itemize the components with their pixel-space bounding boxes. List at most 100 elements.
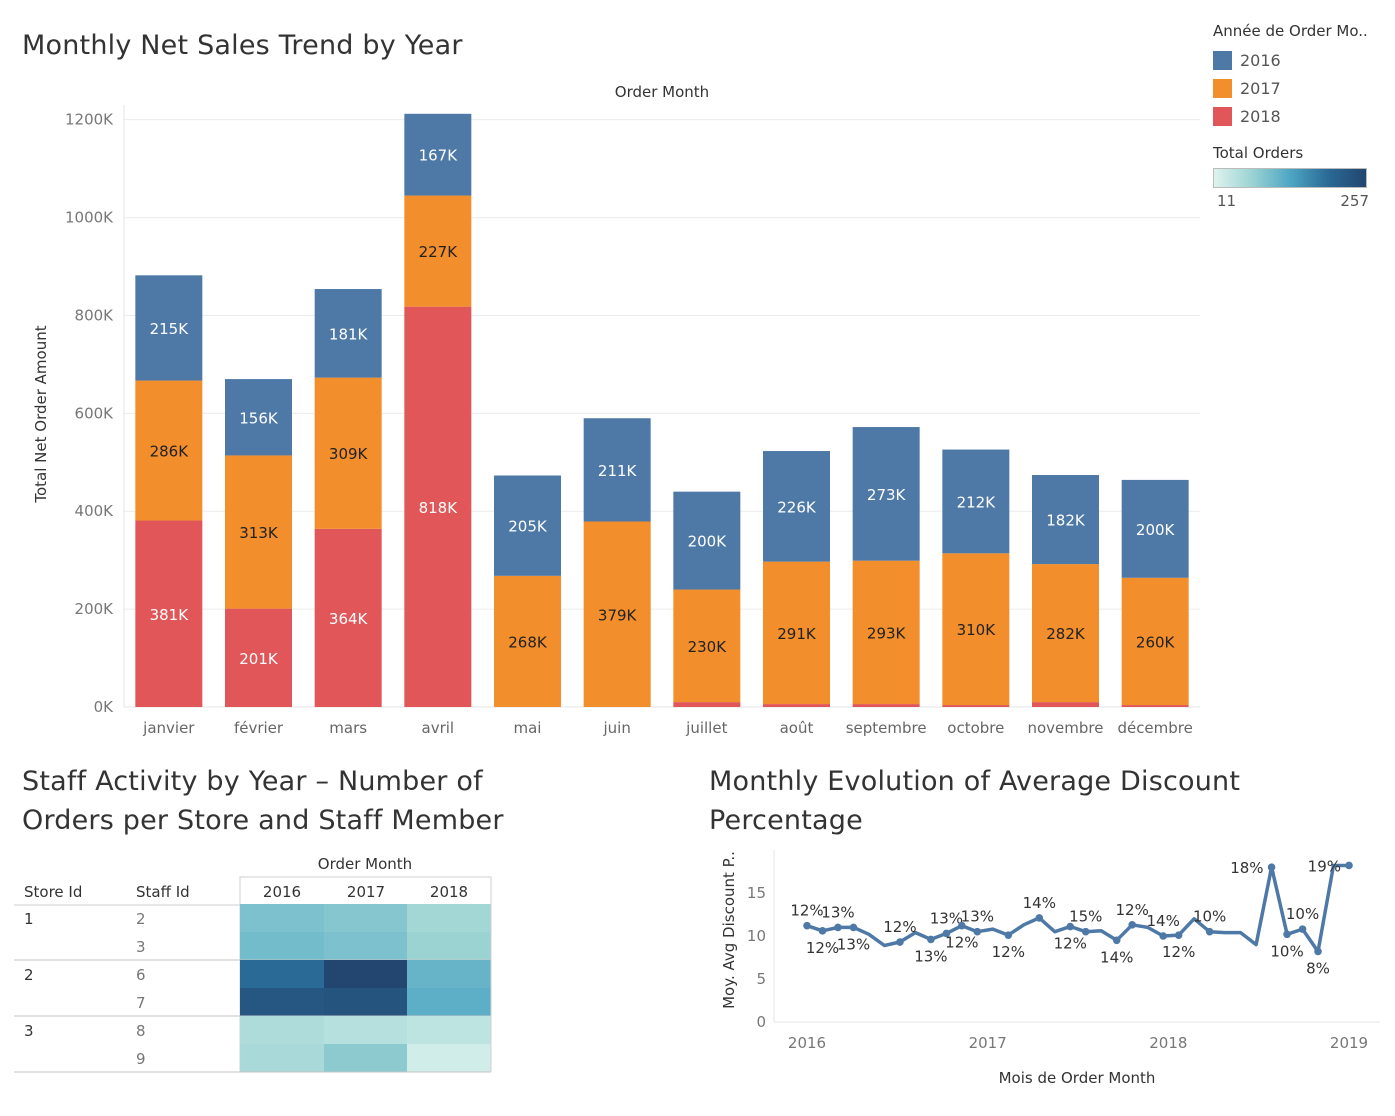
x-tick-label: octobre bbox=[947, 719, 1004, 737]
discount-point bbox=[1174, 931, 1183, 939]
legend-swatch bbox=[1213, 106, 1232, 126]
y-tick-label: 1200K bbox=[65, 111, 114, 129]
y-tick-label: 5 bbox=[756, 970, 766, 988]
discount-point-label: 13% bbox=[914, 947, 947, 965]
bar-2017-décembre bbox=[1121, 577, 1189, 706]
x-tick-label: 2018 bbox=[1149, 1034, 1187, 1052]
net-sales-bar-chart[interactable]: Order Month 0K 200K 400K 600K 800K 1000K 1200K T… bbox=[0, 75, 1210, 745]
legend-label: 2018 bbox=[1240, 106, 1281, 126]
heatmap-cell bbox=[240, 960, 324, 988]
discount-point bbox=[1159, 932, 1167, 940]
x-tick-label: février bbox=[234, 719, 284, 737]
legend-item-2016[interactable]: 2016 bbox=[1213, 46, 1383, 74]
discount-point-label: 10% bbox=[1270, 942, 1303, 960]
bar-2018-juillet bbox=[673, 702, 741, 707]
bar-2017-avril bbox=[404, 195, 472, 307]
heatmap-cell bbox=[240, 1016, 324, 1044]
discount-point bbox=[1004, 931, 1013, 939]
discount-point-label: 13% bbox=[930, 909, 963, 927]
bar-data-label: 364K bbox=[329, 610, 369, 628]
x-tick-label: avril bbox=[422, 719, 455, 737]
legend-swatch bbox=[1213, 50, 1232, 70]
x-tick-label: mars bbox=[329, 719, 367, 737]
bar-2016-septembre bbox=[852, 427, 920, 561]
bar-2018-octobre bbox=[942, 705, 1010, 707]
bar-data-label: 293K bbox=[867, 624, 907, 642]
bar-data-label: 215K bbox=[150, 320, 190, 338]
discount-point bbox=[942, 929, 951, 938]
discount-point bbox=[896, 938, 904, 946]
bar-2018-février bbox=[225, 608, 292, 707]
bar-2017-mai bbox=[494, 575, 561, 707]
discount-point bbox=[1267, 863, 1276, 871]
discount-point bbox=[1128, 921, 1136, 929]
heatmap-cell bbox=[407, 960, 491, 988]
y-tick-label: 0K bbox=[94, 698, 115, 716]
legend-item-2017[interactable]: 2017 bbox=[1213, 74, 1383, 102]
discount-point bbox=[803, 921, 811, 930]
staff-id-label: 6 bbox=[136, 966, 146, 984]
discount-point-label: 12% bbox=[883, 918, 916, 936]
heatmap-cell bbox=[324, 960, 408, 988]
heatmap-col-group-label: Order Month bbox=[318, 855, 412, 873]
discount-point bbox=[1066, 922, 1075, 931]
bar-data-label: 818K bbox=[419, 499, 459, 517]
y-axis-label: Total Net Order Amount bbox=[32, 325, 50, 503]
y-tick-label: 600K bbox=[75, 404, 115, 422]
staff-id-label: 2 bbox=[136, 910, 146, 928]
legend-item-2018[interactable]: 2018 bbox=[1213, 102, 1383, 130]
staff-id-header: Staff Id bbox=[136, 883, 190, 901]
discount-point bbox=[1205, 927, 1214, 936]
discount-point bbox=[1112, 936, 1121, 945]
staff-title-line1: Staff Activity by Year – Number of bbox=[22, 766, 483, 797]
heatmap-cell bbox=[324, 932, 408, 960]
y-tick-label: 800K bbox=[75, 306, 115, 324]
x-tick-label: juillet bbox=[685, 719, 727, 737]
x-tick-label: 2019 bbox=[1330, 1034, 1368, 1052]
bar-data-label: 200K bbox=[688, 533, 728, 551]
bar-data-label: 230K bbox=[688, 638, 728, 656]
staff-id-label: 3 bbox=[136, 938, 146, 956]
discount-point-label: 14% bbox=[1023, 894, 1056, 912]
bar-2017-janvier bbox=[135, 380, 203, 521]
bar-data-label: 309K bbox=[329, 445, 369, 463]
bar-2017-août bbox=[763, 561, 830, 705]
staff-heatmap[interactable]: Order Month Store Id Staff Id 2016 2017 2018 1… bbox=[14, 850, 504, 1080]
bar-2018-août bbox=[763, 704, 830, 707]
bar-data-label: 286K bbox=[150, 443, 190, 461]
bar-data-label: 156K bbox=[239, 409, 279, 427]
bar-data-label: 268K bbox=[508, 633, 548, 651]
bar-data-label: 212K bbox=[957, 493, 997, 511]
bar-data-label: 211K bbox=[598, 462, 638, 480]
discount-point-label: 10% bbox=[1193, 908, 1226, 926]
discount-title-line2: Percentage bbox=[709, 805, 863, 836]
bar-2016-août bbox=[763, 451, 830, 562]
discount-point-label: 12% bbox=[790, 902, 823, 920]
bar-2016-février bbox=[225, 379, 292, 456]
orders-min-label: 11 bbox=[1217, 192, 1237, 210]
discount-point-label: 8% bbox=[1306, 959, 1330, 977]
bar-data-label: 181K bbox=[329, 325, 369, 343]
discount-point-label: 18% bbox=[1230, 859, 1263, 877]
discount-point-label: 15% bbox=[1069, 908, 1102, 926]
legend-swatch bbox=[1213, 78, 1232, 98]
bar-2016-mars bbox=[314, 289, 382, 378]
legend-year-title: Année de Order Mo.. bbox=[1213, 22, 1368, 40]
discount-point-label: 12% bbox=[1116, 901, 1149, 919]
bar-data-label: 226K bbox=[777, 498, 817, 516]
bar-2018-décembre bbox=[1121, 705, 1189, 707]
discount-point-label: 12% bbox=[806, 939, 839, 957]
heatmap-cell bbox=[407, 988, 491, 1016]
discount-point bbox=[973, 927, 982, 936]
heatmap-cell bbox=[240, 904, 324, 932]
bar-data-label: 167K bbox=[419, 147, 459, 165]
orders-color-ramp bbox=[1213, 168, 1367, 188]
heatmap-cell bbox=[240, 1044, 324, 1072]
bar-data-label: 200K bbox=[1136, 521, 1176, 539]
discount-point bbox=[849, 923, 858, 932]
y-axis-label: Moy. Avg Discount P.. bbox=[720, 851, 738, 1009]
discount-point bbox=[1314, 947, 1322, 956]
discount-line-chart[interactable]: 0 5 10 15 2016 2017 2018 2019 Mois de Order Mont… bbox=[700, 840, 1390, 1100]
discount-point-label: 13% bbox=[837, 935, 870, 953]
bar-2016-novembre bbox=[1032, 475, 1099, 565]
